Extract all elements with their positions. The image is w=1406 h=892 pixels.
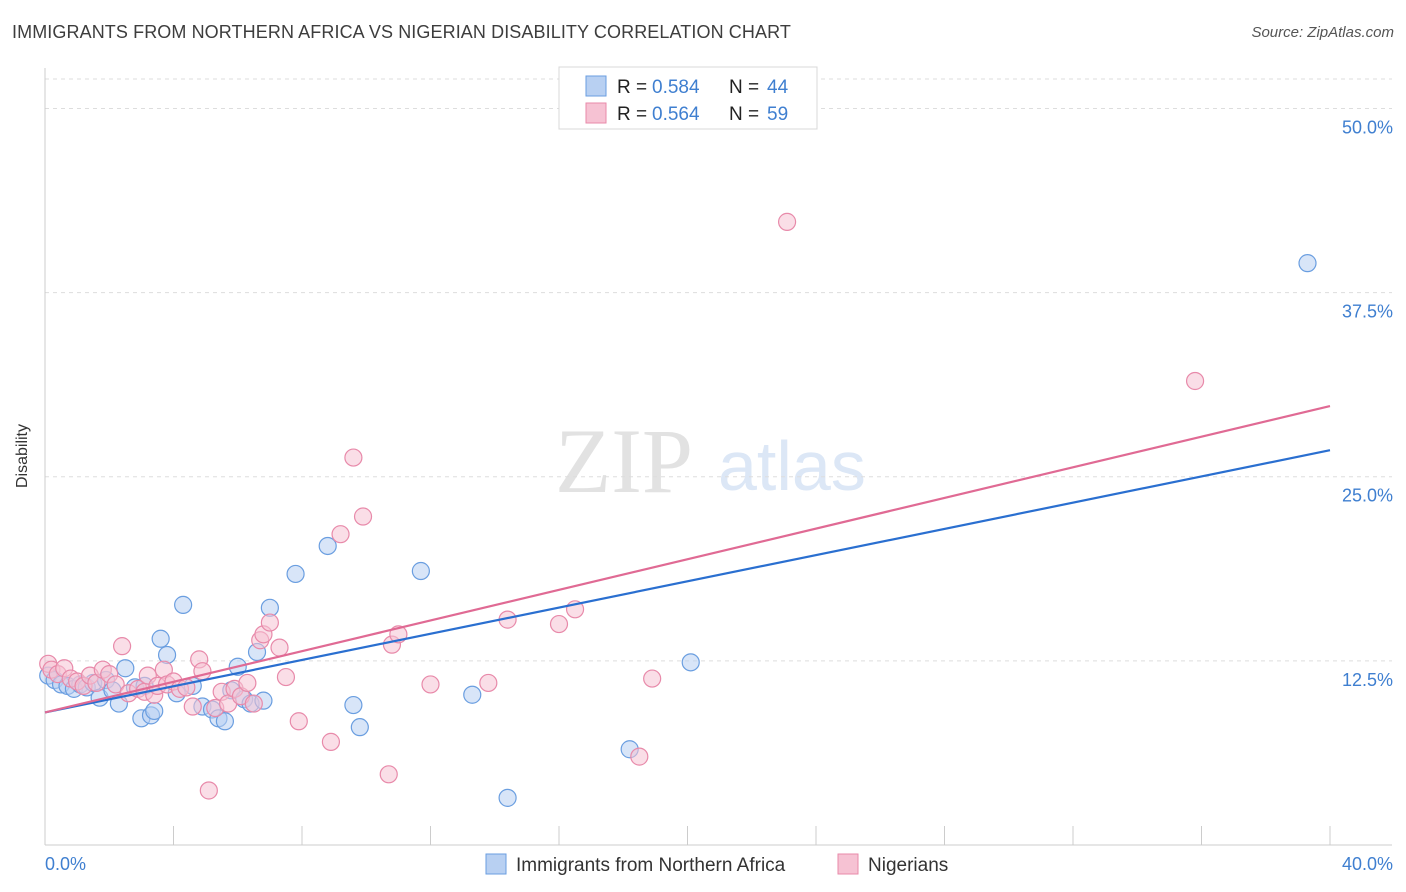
legend-n-label: N = <box>729 77 759 98</box>
data-point <box>183 697 202 716</box>
y-tick-label: 25.0% <box>1342 486 1393 506</box>
legend-r-label: R = <box>617 77 647 98</box>
source-credit: Source: ZipAtlas.com <box>1251 24 1394 41</box>
legend-r-value: 0.564 <box>652 104 700 125</box>
data-point <box>151 629 170 648</box>
legend-swatch <box>585 102 607 124</box>
trend-line-nigerians <box>44 404 1331 714</box>
legend-series-swatch <box>837 853 859 875</box>
data-point <box>331 525 350 544</box>
legend-swatch <box>585 75 607 97</box>
legend-r-label: R = <box>617 104 647 125</box>
watermark-zip: ZIP <box>555 410 693 512</box>
data-point <box>199 781 218 800</box>
data-point <box>1298 254 1317 273</box>
data-point <box>106 675 125 694</box>
legend-series-swatch <box>485 853 507 875</box>
legend-n-label: N = <box>729 104 759 125</box>
data-point <box>215 712 234 731</box>
legend-series-label: Immigrants from Northern Africa <box>516 855 786 876</box>
y-tick-label: 12.5% <box>1342 670 1393 690</box>
x-tick-label-max: 40.0% <box>1342 854 1393 874</box>
legend-series-label: Nigerians <box>868 855 948 876</box>
x-tick-label-min: 0.0% <box>45 854 86 874</box>
data-point <box>498 788 517 807</box>
data-point <box>145 701 164 721</box>
data-point <box>289 712 308 731</box>
legend-series: Immigrants from Northern Africa Nigerians <box>485 853 948 876</box>
data-point <box>276 667 296 687</box>
data-point <box>116 659 135 678</box>
y-tick-label: 50.0% <box>1342 117 1393 137</box>
data-point <box>479 673 498 693</box>
trend-line-immigrants <box>44 449 1331 714</box>
data-point <box>549 614 569 634</box>
data-point <box>112 637 132 656</box>
data-point <box>463 685 482 704</box>
data-point <box>174 595 193 614</box>
data-point <box>321 732 341 751</box>
legend-n-value: 59 <box>767 104 788 125</box>
data-point <box>630 747 649 766</box>
watermark-atlas: atlas <box>718 427 866 505</box>
data-point <box>421 675 440 694</box>
data-point <box>318 536 337 556</box>
data-point <box>244 694 263 713</box>
data-point <box>260 613 279 632</box>
legend-r-value: 0.584 <box>652 77 700 98</box>
data-point <box>411 561 430 581</box>
data-point <box>777 212 797 231</box>
data-point <box>379 765 398 784</box>
data-point <box>643 669 662 688</box>
data-point <box>157 645 177 665</box>
data-point <box>286 564 305 584</box>
y-tick-label: 37.5% <box>1342 302 1393 322</box>
data-point <box>350 718 369 737</box>
data-point <box>270 638 289 657</box>
chart-title: IMMIGRANTS FROM NORTHERN AFRICA VS NIGER… <box>12 22 791 42</box>
legend-stats: R = 0.584 N = 44 R = 0.564 N = 59 <box>558 66 818 130</box>
data-point <box>238 673 257 693</box>
data-point <box>344 695 363 715</box>
data-point <box>1185 371 1205 391</box>
series-immigrants-northern-africa <box>39 254 1317 807</box>
data-point <box>344 448 363 467</box>
data-point <box>681 653 700 672</box>
data-point <box>353 507 373 526</box>
legend-n-value: 44 <box>767 77 789 98</box>
